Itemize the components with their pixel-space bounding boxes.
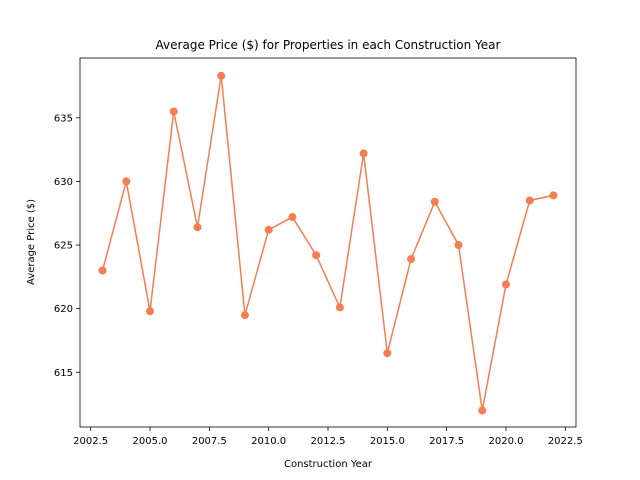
data-point [525,196,534,205]
y-tick-label: 635 [54,113,73,124]
x-tick-label: 2012.5 [311,436,346,447]
y-tick-label: 615 [54,368,73,379]
y-tick-label: 620 [54,304,73,315]
data-point [288,213,297,222]
data-point [217,71,226,80]
x-tick-label: 2015.0 [370,436,405,447]
data-point [193,223,202,232]
x-tick-label: 2022.5 [548,436,583,447]
x-axis-label: Construction Year [284,459,373,470]
data-point [169,107,178,116]
chart-title: Average Price ($) for Properties in each… [156,38,501,52]
data-point [407,255,416,264]
data-point [430,197,439,206]
x-tick-label: 2007.5 [192,436,227,447]
data-point [549,191,558,200]
y-tick-label: 625 [54,241,73,252]
data-point [454,241,463,250]
data-point [264,225,273,234]
x-tick-label: 2005.0 [133,436,168,447]
data-point [478,406,487,415]
data-point [312,251,321,260]
y-axis-label: Average Price ($) [26,199,37,285]
x-tick-label: 2010.0 [251,436,286,447]
data-point [383,349,392,358]
series-line [101,75,554,411]
data-point [240,311,249,320]
data-point [335,303,344,312]
data-point [122,177,131,186]
x-tick-label: 2017.5 [429,436,464,447]
data-point [98,266,107,275]
data-point [501,280,510,289]
y-tick-label: 630 [54,177,73,188]
data-point [359,149,368,158]
plot-area: 2002.5 2005.0 2007.5 2010.0 2012.5 2015.0 2017… [54,57,583,447]
data-point [146,307,155,316]
x-tick-label: 2020.0 [488,436,523,447]
x-tick-label: 2002.5 [73,436,108,447]
